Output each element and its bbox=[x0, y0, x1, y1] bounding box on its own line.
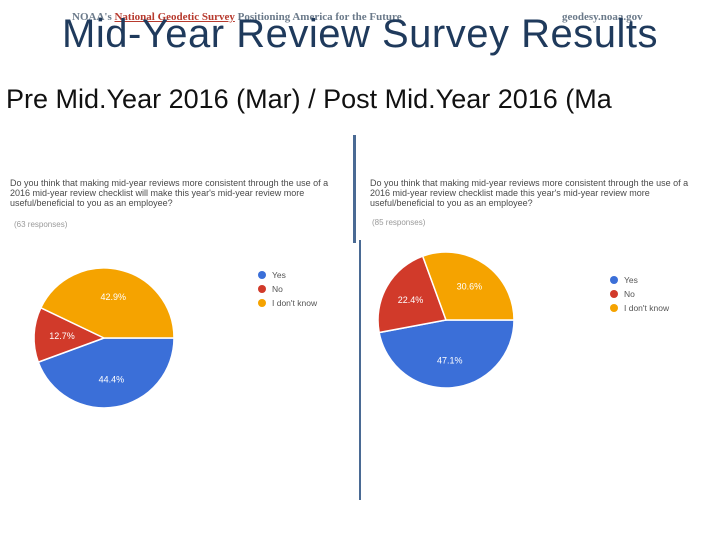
banner-prefix: NOAA's bbox=[72, 11, 112, 23]
chart-responses: (63 responses) bbox=[14, 220, 68, 229]
chart-panel-pre: Do you think that making mid-year review… bbox=[6, 170, 352, 425]
legend-item-yes: Yes bbox=[610, 273, 669, 287]
pie-value-label: 12.7% bbox=[49, 331, 75, 341]
chart-question: Do you think that making mid-year review… bbox=[370, 178, 689, 208]
divider-lower bbox=[359, 240, 361, 500]
legend-label: I don't know bbox=[624, 303, 670, 313]
legend-label: No bbox=[272, 284, 283, 294]
pie-slice-no bbox=[33, 306, 106, 364]
pie-slice-yes bbox=[378, 319, 515, 389]
chart-legend: Yes No I don't know bbox=[610, 273, 669, 315]
legend-item-no: No bbox=[258, 282, 317, 296]
chart-question: Do you think that making mid-year review… bbox=[10, 178, 329, 208]
pie-slice-dont-know bbox=[421, 251, 515, 321]
pie-value-label: 44.4% bbox=[99, 374, 125, 384]
banner-org: National Geodetic Survey bbox=[114, 11, 235, 23]
legend-label: Yes bbox=[272, 270, 286, 280]
pie-value-label: 22.4% bbox=[398, 295, 424, 305]
pie-chart-post: 47.1% 22.4% 30.6% bbox=[377, 251, 515, 389]
legend-item-yes: Yes bbox=[258, 268, 317, 282]
banner-tagline: Positioning America for the Future bbox=[237, 11, 402, 23]
legend-item-no: No bbox=[610, 287, 669, 301]
header-banner: NOAA's National Geodetic Survey Position… bbox=[0, 0, 720, 40]
legend-label: Yes bbox=[624, 275, 638, 285]
legend-dot-no bbox=[258, 285, 266, 293]
legend-label: I don't know bbox=[272, 298, 318, 308]
chart-panel-post: Do you think that making mid-year review… bbox=[366, 172, 708, 397]
legend-label: No bbox=[624, 289, 635, 299]
legend-item-dont-know: I don't know bbox=[610, 301, 669, 315]
noaa-banner-text: NOAA's National Geodetic Survey Position… bbox=[72, 11, 402, 23]
chart-responses: (85 responses) bbox=[372, 218, 426, 227]
legend-dot-yes bbox=[258, 271, 266, 279]
legend-dot-yes bbox=[610, 276, 618, 284]
banner-website: geodesy.noaa.gov bbox=[562, 11, 643, 23]
pie-value-label: 42.9% bbox=[101, 292, 127, 302]
divider-upper bbox=[353, 135, 356, 243]
legend-dot-no bbox=[610, 290, 618, 298]
pie-slice-yes bbox=[37, 337, 175, 409]
pie-value-label: 47.1% bbox=[437, 356, 463, 366]
slide-subtitle: Pre Mid.Year 2016 (Mar) / Post Mid.Year … bbox=[6, 84, 612, 114]
slide-title: Mid-Year Review Survey Results bbox=[62, 12, 658, 56]
pie-chart-pre: 44.4% 12.7% 42.9% bbox=[33, 267, 175, 409]
chart-legend: Yes No I don't know bbox=[258, 268, 317, 310]
pie-slice-dont-know bbox=[39, 267, 175, 339]
pie-value-label: 30.6% bbox=[457, 282, 483, 292]
legend-item-dont-know: I don't know bbox=[258, 296, 317, 310]
legend-dot-dont-know bbox=[258, 299, 266, 307]
legend-dot-dont-know bbox=[610, 304, 618, 312]
